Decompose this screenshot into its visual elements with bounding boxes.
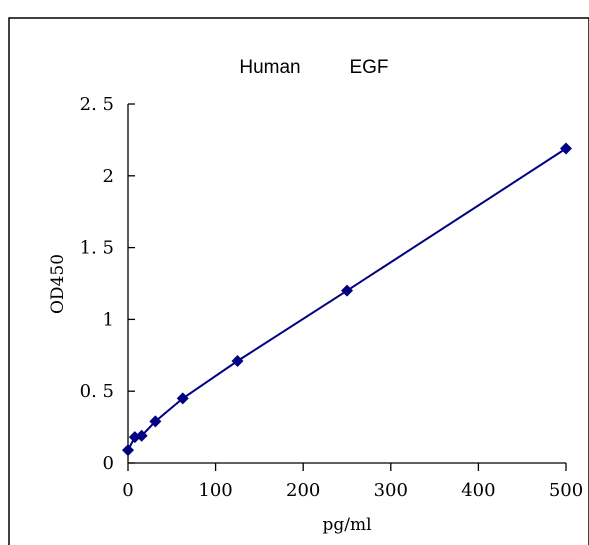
x-tick-label: 200: [286, 480, 320, 501]
x-tick-label: 300: [374, 480, 408, 501]
y-axis-label: OD450: [48, 254, 68, 314]
data-point: [135, 429, 148, 442]
data-point: [341, 284, 353, 297]
y-tick-label: 1. 5: [80, 238, 114, 259]
chart-title-part-2: EGF: [349, 57, 388, 78]
data-point: [122, 444, 134, 457]
data-point: [149, 415, 162, 428]
data-point: [176, 392, 189, 405]
y-tick-label: 2: [103, 166, 114, 187]
y-tick-label: 0. 5: [80, 381, 114, 402]
data-point: [231, 355, 244, 368]
x-tick-label: 400: [461, 480, 495, 501]
data-point: [560, 142, 572, 155]
y-tick-label: 2. 5: [80, 94, 114, 115]
x-tick-label: 500: [549, 480, 583, 501]
x-tick-label: 0: [122, 480, 133, 501]
chart-title-part-1: Human: [239, 57, 300, 78]
chart-border: [8, 17, 589, 545]
x-axis-label: pg/ml: [322, 515, 371, 535]
y-tick-label: 0: [103, 453, 114, 474]
plot-area: 0 0. 5 1 1. 5 2 2. 5 0 100 200 300 400 500: [80, 94, 584, 501]
y-tick-label: 1: [103, 309, 114, 330]
x-tick-label: 100: [198, 480, 232, 501]
